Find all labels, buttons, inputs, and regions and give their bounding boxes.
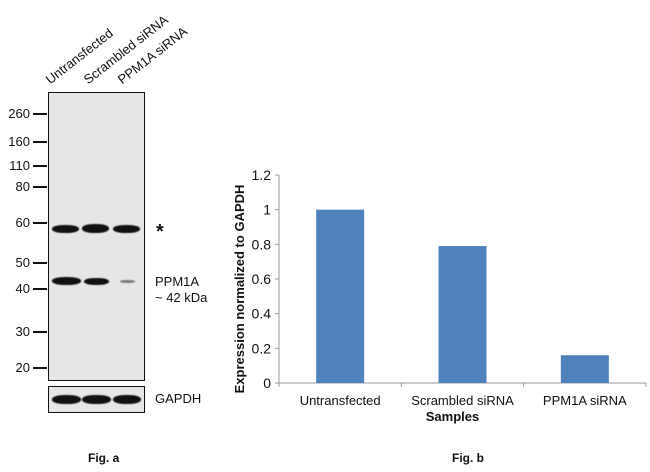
- y-tick-label: 0.4: [252, 306, 272, 322]
- fig-b-caption: Fig. b: [452, 451, 484, 465]
- x-tick-label: PPM1A siRNA: [543, 393, 627, 408]
- y-axis-title: Expression normalized to GAPDH: [232, 185, 247, 394]
- bar-2: [560, 355, 609, 383]
- fig-a-caption: Fig. a: [88, 451, 120, 465]
- band-60-lane1: [52, 225, 79, 233]
- band-gapdh-lane2: [82, 395, 111, 404]
- y-tick-label: 0.8: [252, 236, 272, 252]
- marker-label-80: 80: [15, 179, 30, 194]
- marker-tick-40: [33, 288, 47, 290]
- band-ppm1a-lane3: [120, 280, 135, 283]
- nonspecific-band-asterisk: *: [156, 221, 164, 243]
- band-gapdh-lane1: [52, 395, 81, 404]
- bar-0: [316, 209, 365, 383]
- y-tick-label: 0: [263, 375, 271, 391]
- x-tick-label: Untransfected: [300, 393, 381, 408]
- target-label: PPM1A: [155, 274, 200, 289]
- marker-tick-60: [33, 222, 47, 224]
- marker-label-20: 20: [15, 360, 30, 375]
- target-size: ~ 42 kDa: [155, 290, 208, 305]
- loading-control-label: GAPDH: [155, 391, 202, 406]
- marker-label-50: 50: [15, 255, 30, 270]
- blot-membrane: [48, 92, 145, 381]
- marker-label-110: 110: [9, 158, 30, 173]
- marker-label-160: 160: [8, 134, 30, 149]
- band-ppm1a-lane2: [84, 278, 109, 285]
- band-60-lane3: [113, 225, 140, 233]
- band-gapdh-lane3: [113, 395, 141, 404]
- bar-1: [438, 246, 487, 383]
- y-tick-label: 1: [263, 202, 271, 218]
- x-tick-label: Scrambled siRNA: [411, 393, 514, 408]
- marker-tick-80: [33, 186, 47, 188]
- marker-label-260: 260: [8, 106, 30, 121]
- x-axis-title: Samples: [426, 409, 479, 424]
- marker-label-60: 60: [15, 215, 30, 230]
- marker-tick-30: [33, 331, 47, 333]
- y-tick-label: 0.6: [252, 271, 272, 287]
- band-60-lane2: [82, 224, 109, 233]
- band-ppm1a-lane1: [52, 277, 81, 285]
- marker-tick-50: [33, 262, 47, 264]
- marker-tick-160: [33, 141, 47, 143]
- marker-label-30: 30: [15, 324, 30, 339]
- marker-tick-110: [33, 165, 47, 167]
- gapdh-membrane: [48, 386, 145, 413]
- y-tick-label: 0.2: [252, 340, 272, 356]
- marker-tick-260: [33, 113, 47, 115]
- marker-tick-20: [33, 367, 47, 369]
- y-tick-label: 1.2: [252, 167, 272, 183]
- marker-label-40: 40: [15, 281, 30, 296]
